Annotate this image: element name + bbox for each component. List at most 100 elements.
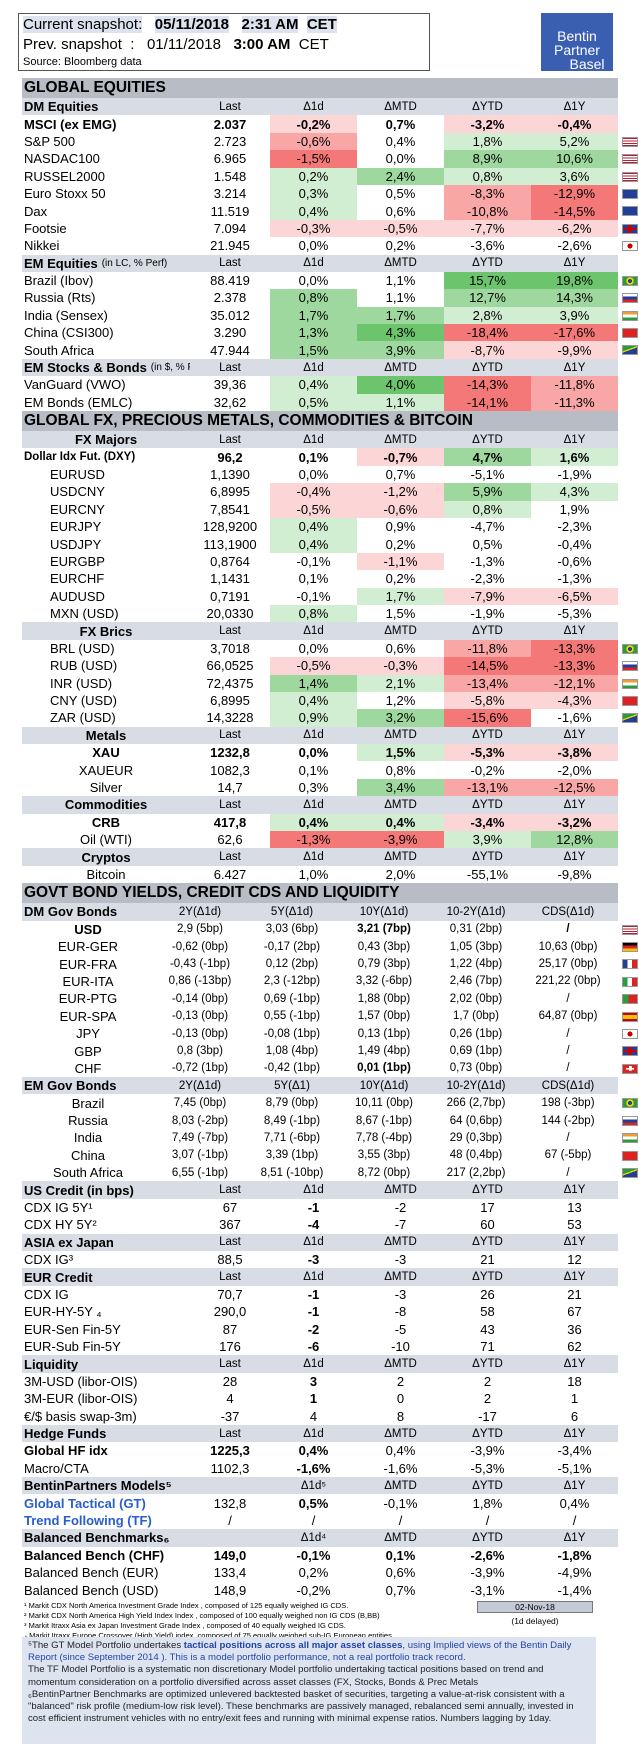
cell-2: -1 [270, 1286, 357, 1303]
cell-2: -6 [270, 1338, 357, 1355]
row-label: ASIA ex Japan [22, 1234, 190, 1251]
row-label: Footsie [22, 220, 190, 237]
table-subheader: DM Gov Bonds 2Y(Δ1d) 5Y(Δ1d) 10Y(Δ1d) 10-2Y(… [22, 903, 618, 921]
cell-5: 19,8% [531, 271, 618, 290]
row-label-text: S&P 500 [24, 133, 76, 149]
row-label: US Credit (in bps) [22, 1181, 190, 1198]
cell-value: 1,7% [298, 307, 329, 323]
cell-4: -3,6% [444, 237, 531, 254]
section-title: GOVT BOND YIELDS, CREDIT CDS AND LIQUIDI… [22, 883, 618, 904]
cell-value: 1,1431 [210, 571, 250, 587]
row-label: CNY (USD) [22, 692, 190, 709]
cell-value: 4,7% [472, 449, 503, 465]
cell-value: Δ1Y [563, 1479, 586, 1492]
cell-1 [190, 1477, 270, 1494]
row-label: Balanced Bench (CHF) [22, 1547, 190, 1564]
cell-1: 1102,3 [190, 1460, 270, 1477]
cell-value: ΔMTD [384, 257, 417, 270]
cell-value: 1,5% [385, 745, 416, 761]
cell-4: 0,8% [444, 500, 531, 518]
table-subheader: US Credit (in bps) Last Δ1d ΔMTD ΔYTD Δ1Y [22, 1181, 618, 1199]
cell-value: -12,1% [553, 675, 596, 691]
cell-4: 4,7% [444, 448, 531, 466]
cell-value: -1,3% [470, 553, 505, 569]
cell-2: 1 [270, 1390, 357, 1407]
cell-value: 1225,3 [210, 1443, 250, 1459]
cell-4: 0,26 (1bp) [430, 1025, 522, 1042]
cell-value: -0,5% [296, 658, 331, 674]
row-label: Russia [22, 1112, 154, 1129]
cell-value: Last [219, 1271, 241, 1284]
prev-date: 01/11/2018 [146, 35, 221, 53]
cell-5: 198 (-3bp) [522, 1094, 614, 1111]
cell-5: / [531, 1512, 618, 1529]
delayed-note: (1d delayed) [511, 1616, 559, 1626]
cell-4: ΔYTD [444, 848, 531, 865]
row-label: EUR-ITA [22, 973, 154, 990]
cell-value: -14,1% [466, 394, 509, 410]
cell-3: -0,1% [357, 1494, 444, 1511]
flag-eu-icon [622, 188, 638, 199]
cell-3: ΔMTD [357, 1355, 444, 1372]
cell-value: 0,2% [385, 238, 416, 254]
disclaimer-p2: The TF Model Portfolio is a systematic n… [28, 1664, 544, 1688]
row-label-text: EURGBP [50, 553, 105, 569]
cell-value: 96,2 [217, 449, 243, 465]
cell-4: ΔYTD [444, 98, 531, 115]
cell-value: -0,62 (0bp) [171, 940, 229, 953]
cell-value: 0,55 (-1bp) [263, 1010, 321, 1023]
cell-3: -7 [357, 1216, 444, 1233]
cell-value: 217 (2,2bp) [446, 1166, 506, 1179]
cell-3: 10Y(Δ1d) [338, 903, 430, 920]
cell-2: -1,3% [270, 831, 357, 849]
row-label: Hedge Funds [22, 1425, 190, 1442]
cell-4: -0,2% [444, 761, 531, 778]
cell-2: -0,17 (2bp) [246, 938, 338, 955]
cell-value: 1,5% [385, 606, 416, 622]
cell-5: / [522, 921, 614, 938]
cell-4: -5,3% [444, 744, 531, 762]
cell-value: 3 [309, 1373, 318, 1389]
cell-2: 0,4% [270, 813, 357, 832]
cell-4: 266 (2,7bp) [430, 1094, 522, 1111]
cell-4: ΔYTD [444, 1234, 531, 1251]
row-label: Global Tactical (GT) [22, 1494, 190, 1511]
cell-3: 0,13 (1bp) [338, 1025, 430, 1042]
cell-value: 3,21 (7bp) [357, 923, 411, 936]
cell-2: -0,2% [270, 1581, 357, 1598]
row-label-text: NASDAC100 [24, 151, 100, 167]
cell-value: / [566, 1062, 570, 1075]
cell-2: -1 [270, 1303, 357, 1320]
footnotes: ¹ Markit CDX North America Investment Gr… [22, 1601, 482, 1641]
row-label-text: Footsie [24, 220, 67, 236]
row-label-text: EM Bonds (EMLC) [24, 394, 133, 410]
cell-value: 0,2% [298, 1565, 329, 1581]
cell-value: ΔYTD [472, 100, 503, 113]
cell-value: 53 [567, 1217, 582, 1233]
flag-pt-icon [622, 994, 638, 1005]
cell-1: 39,36 [190, 376, 270, 393]
cell-3: 0,7% [357, 466, 444, 483]
cell-3: 4,0% [357, 376, 444, 394]
cell-2: -0,6% [270, 132, 357, 151]
cell-value: -3,9% [383, 832, 418, 848]
cell-5: 221,22 (0bp) [522, 973, 614, 990]
cell-3: 2 [357, 1373, 444, 1390]
cell-1: 96,2 [190, 448, 270, 465]
cell-value: / [228, 1513, 232, 1529]
cell-5: 64,87 (0bp) [522, 1008, 614, 1025]
row-label: South Africa [22, 1164, 154, 1181]
cell-2: Δ1d [270, 98, 357, 115]
table-row: EURUSD 1,1390 0,0% 0,7% -5,1% -1,9% [22, 466, 618, 483]
cell-3: 2,4% [357, 167, 444, 185]
row-label: Russia (Rts) [22, 289, 190, 306]
row-label: China [22, 1147, 154, 1164]
row-label-text: Balanced Benchmarks₆ [24, 1530, 170, 1546]
cell-value: -0,5% [296, 501, 331, 517]
table-subheader: DM Equities Last Δ1d ΔMTD ΔYTD Δ1Y [22, 98, 618, 116]
flag-br-icon [622, 643, 638, 654]
cell-value: ΔMTD [384, 1479, 417, 1492]
cell-value: Δ1Y [563, 625, 586, 638]
table-row: 3M-EUR (libor-OIS) 4 1 0 2 1 [22, 1390, 618, 1407]
cell-5: 4,3% [531, 483, 618, 501]
